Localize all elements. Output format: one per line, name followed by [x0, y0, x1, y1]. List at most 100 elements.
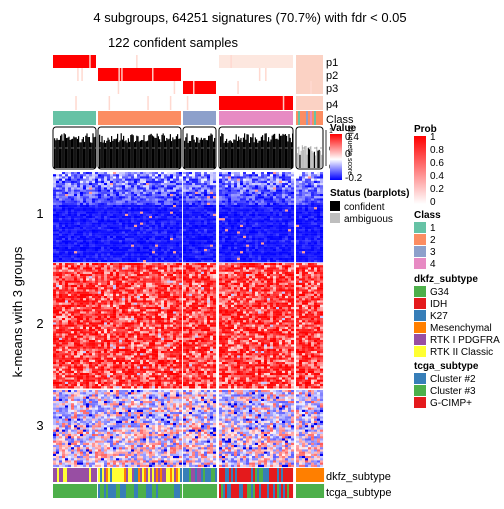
silhouette-bar — [197, 138, 198, 168]
heatmap-slice-r3-c1 — [53, 390, 98, 467]
silhouette-bar — [275, 139, 276, 168]
silhouette-bar — [147, 141, 148, 168]
silhouette-bar — [282, 134, 283, 168]
row-group-label-1: 1 — [36, 206, 43, 221]
silhouette-bar — [170, 134, 171, 168]
silhouette-bar — [55, 140, 56, 168]
silhouette-bar — [273, 135, 274, 168]
silhouette-bar — [54, 138, 55, 168]
row-group-label-2: 2 — [36, 316, 43, 331]
class-swatch-1 — [414, 222, 426, 233]
silhouette-bar — [258, 141, 259, 168]
track-tcga_subtype-block-5 — [296, 484, 324, 498]
heatmap-slice-r1-c5 — [296, 172, 323, 262]
silhouette-bar — [195, 142, 196, 168]
dkfz-label: K27 — [430, 311, 448, 322]
dkfz-swatch — [414, 310, 426, 321]
silhouette-bar — [90, 142, 91, 168]
silhouette-bar — [252, 134, 253, 168]
silhouette-bar — [167, 139, 168, 168]
silhouette-panel-2 — [98, 127, 181, 169]
silhouette-bar — [145, 141, 146, 168]
silhouette-bar — [185, 137, 186, 168]
silhouette-bar — [249, 143, 250, 168]
prob-tick-label: 1 — [430, 132, 436, 143]
silhouette-bar — [225, 141, 226, 168]
silhouette-bar — [104, 140, 105, 168]
silhouette-bar — [276, 139, 277, 168]
track-dkfz_subtype-block-5 — [296, 468, 324, 482]
silhouette-bar — [94, 137, 95, 168]
silhouette-bar — [320, 151, 321, 168]
value-tick-label: 0 — [345, 149, 351, 160]
silhouette-bar — [317, 151, 318, 168]
silhouette-bar — [85, 136, 86, 168]
dkfz-label: Mesenchymal — [430, 323, 492, 334]
silhouette-bar — [171, 141, 172, 168]
heatmap-slice-r3-c5 — [296, 390, 323, 467]
legend-tcga-title: tcga_subtype — [414, 361, 479, 372]
silhouette-bar — [266, 133, 267, 168]
silhouette-bar — [204, 138, 205, 168]
silhouette-bar — [140, 141, 141, 168]
silhouette-bar — [115, 139, 116, 168]
silhouette-bar — [137, 136, 138, 168]
dkfz-swatch — [414, 286, 426, 297]
legend-status-title: Status (barplots) — [330, 188, 409, 199]
silhouette-bar — [248, 135, 249, 168]
status-label-ambiguous: ambiguous — [344, 214, 393, 225]
silhouette-bar — [165, 141, 166, 168]
silhouette-bar — [103, 143, 104, 168]
silhouette-bar — [269, 142, 270, 168]
dkfz-swatch — [414, 322, 426, 333]
silhouette-bar — [233, 139, 234, 168]
silhouette-bar — [112, 141, 113, 168]
silhouette-bar — [82, 139, 83, 168]
silhouette-bar — [261, 137, 262, 168]
silhouette-bar — [254, 142, 255, 168]
silhouette-bar — [91, 143, 92, 168]
silhouette-bar — [70, 140, 71, 168]
silhouette-bar — [80, 142, 81, 168]
silhouette-bar — [251, 137, 252, 168]
dkfz-swatch — [414, 346, 426, 357]
track-class-block-2 — [98, 111, 181, 125]
silhouette-bar — [119, 140, 120, 168]
silhouette-bar — [159, 139, 160, 168]
silhouette-bar — [307, 155, 308, 168]
silhouette-bar — [303, 150, 304, 168]
silhouette-bar — [286, 136, 287, 168]
track-p1-block-2 — [98, 55, 181, 68]
silhouette-bar — [135, 141, 136, 168]
silhouette-bar — [267, 141, 268, 168]
bottom-track-label-dkfz_subtype: dkfz_subtype — [326, 471, 391, 483]
silhouette-bar — [56, 138, 57, 168]
tcga-swatch — [414, 373, 426, 384]
silhouette-bar — [160, 142, 161, 168]
heatmap-body: 123 — [36, 172, 323, 467]
track-tcga_subtype-block-1 — [53, 484, 97, 498]
track-p3-block-4 — [219, 81, 293, 94]
heatmap-slice-r1-c4 — [219, 172, 294, 262]
silhouette-panel-5 — [296, 127, 323, 169]
silhouette-bar — [117, 134, 118, 168]
track-tcga_subtype-block-4 — [219, 484, 293, 498]
tcga-label: Cluster #2 — [430, 374, 476, 385]
silhouette-bar — [163, 133, 164, 168]
track-class-block-4 — [219, 111, 293, 125]
silhouette-bar — [78, 136, 79, 168]
heatmap-slice-r1-c1 — [53, 172, 98, 262]
silhouette-panel-4 — [219, 127, 293, 169]
silhouette-bar — [191, 135, 192, 168]
silhouette-bar — [76, 137, 77, 168]
track-p2-block-3 — [183, 68, 216, 81]
silhouette-bar — [313, 153, 314, 168]
silhouette-bar — [311, 151, 312, 168]
dkfz-label: RTK II Classic — [430, 347, 493, 358]
track-class-block-5 — [296, 111, 323, 125]
silhouette-bar — [278, 140, 279, 168]
dkfz-label: G34 — [430, 287, 449, 298]
silhouette-bar — [186, 133, 187, 168]
track-label-p2: p2 — [326, 70, 338, 82]
